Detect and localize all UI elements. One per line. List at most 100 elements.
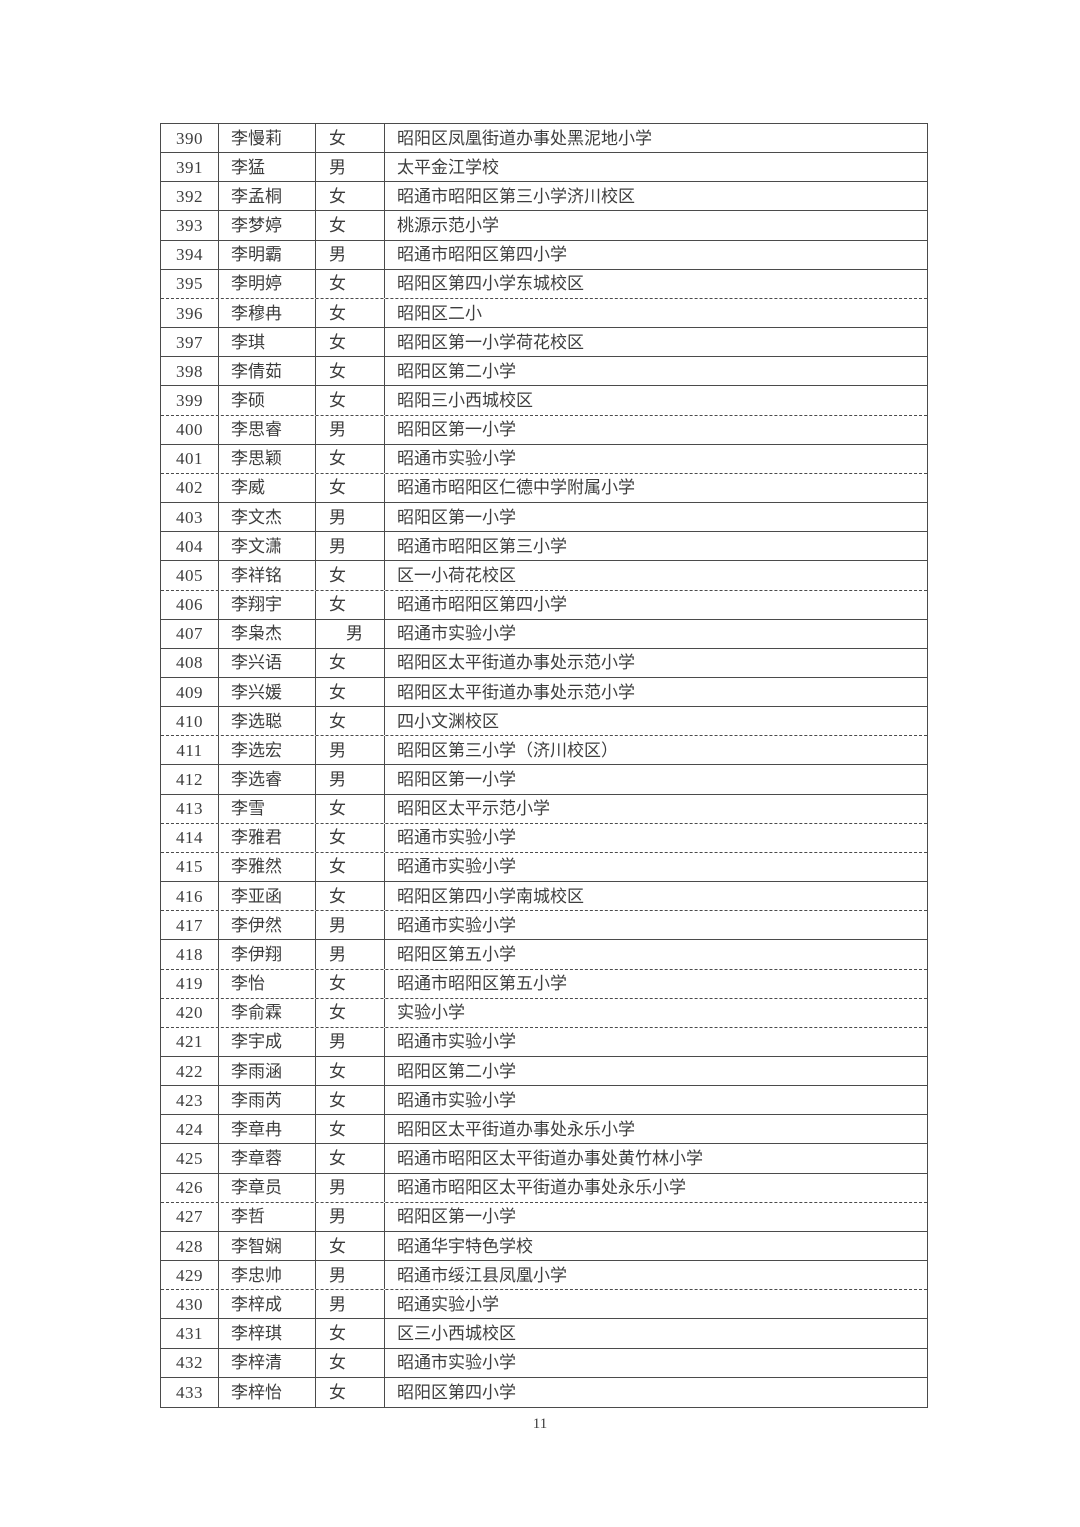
student-name-cell: 李智娴 xyxy=(219,1231,316,1261)
table-row: 390 李慢莉女昭阳区凤凰街道办事处黑泥地小学 xyxy=(161,124,927,154)
school-cell: 昭阳区第一小学 xyxy=(397,507,516,527)
school-cell: 昭阳区第四小学 xyxy=(397,1382,516,1402)
row-index-cell: 408 xyxy=(161,648,219,677)
gender-cell: 女 xyxy=(316,1377,385,1407)
row-index-cell: 394 xyxy=(161,240,219,269)
school-cell: 区三小西城校区 xyxy=(397,1323,516,1343)
student-name-cell: 李枭杰 xyxy=(219,619,316,648)
gender-cell: 男 xyxy=(316,1261,385,1290)
student-name-cell: 李祥铭 xyxy=(219,561,316,590)
gender-cell: 男 xyxy=(316,736,385,765)
school-cell: 昭阳区太平街道办事处示范小学 xyxy=(397,653,635,673)
table-row: 413 李雪女昭阳区太平示范小学 xyxy=(161,794,927,824)
student-name-cell: 李思睿 xyxy=(219,415,316,444)
school-cell: 昭通市昭阳区太平街道办事处黄竹林小学 xyxy=(397,1149,703,1169)
table-row: 414 李雅君女昭通市实验小学 xyxy=(161,823,927,853)
student-name-cell: 李兴语 xyxy=(219,648,316,677)
row-index-cell: 430 xyxy=(161,1290,219,1319)
student-name-cell: 李威 xyxy=(219,473,316,503)
row-index-cell: 418 xyxy=(161,940,219,969)
school-cell: 昭通市昭阳区第四小学 xyxy=(397,245,567,265)
school-cell: 桃源示范小学 xyxy=(397,216,499,236)
school-cell: 昭阳区第一小学 xyxy=(397,1207,516,1227)
row-index-cell: 419 xyxy=(161,969,219,998)
school-cell: 昭通市昭阳区第三小学 xyxy=(397,536,567,556)
gender-cell: 女 xyxy=(316,1231,385,1261)
school-cell: 昭通实验小学 xyxy=(397,1294,499,1314)
student-name-cell: 李梦婷 xyxy=(219,211,316,240)
student-name-cell: 李慢莉 xyxy=(219,124,316,153)
student-name-cell: 李梓清 xyxy=(219,1348,316,1377)
row-index-cell: 411 xyxy=(161,736,219,765)
school-cell: 实验小学 xyxy=(397,1003,465,1023)
student-name-cell: 李雅然 xyxy=(219,852,316,882)
row-index-cell: 422 xyxy=(161,1057,219,1086)
row-index-cell: 413 xyxy=(161,794,219,823)
table-row: 391 李猛男太平金江学校 xyxy=(161,153,927,183)
row-index-cell: 425 xyxy=(161,1144,219,1173)
row-index-cell: 404 xyxy=(161,532,219,561)
student-name-cell: 李猛 xyxy=(219,153,316,182)
gender-cell: 男 xyxy=(316,940,385,969)
row-index-cell: 410 xyxy=(161,707,219,736)
school-cell: 昭阳区第一小学荷花校区 xyxy=(397,332,584,352)
school-cell: 昭通市昭阳区仁德中学附属小学 xyxy=(397,478,635,498)
student-name-cell: 李翔宇 xyxy=(219,590,316,619)
table-row: 420 李俞霖女实验小学 xyxy=(161,998,927,1028)
table-row: 415 李雅然女昭通市实验小学 xyxy=(161,852,927,883)
school-cell: 昭通华宇特色学校 xyxy=(397,1236,533,1256)
table-row: 400 李思睿男昭阳区第一小学 xyxy=(161,415,927,445)
row-index-cell: 399 xyxy=(161,386,219,415)
gender-cell: 女 xyxy=(316,1144,385,1173)
gender-cell: 男 xyxy=(316,1290,385,1319)
row-index-cell: 426 xyxy=(161,1173,219,1202)
gender-cell: 女 xyxy=(316,648,385,677)
gender-cell: 女 xyxy=(316,473,385,503)
row-index-cell: 428 xyxy=(161,1231,219,1261)
table-row: 421 李宇成男昭通市实验小学 xyxy=(161,1027,927,1057)
table-row: 397 李琪女昭阳区第一小学荷花校区 xyxy=(161,328,927,358)
student-name-cell: 李章冉 xyxy=(219,1115,316,1144)
gender-cell: 女 xyxy=(316,328,385,357)
table-row: 433 李梓怡女昭阳区第四小学 xyxy=(161,1377,927,1407)
school-cell: 昭通市昭阳区第四小学 xyxy=(397,595,567,615)
school-cell: 昭阳区第一小学 xyxy=(397,770,516,790)
row-index-cell: 395 xyxy=(161,269,219,298)
school-cell: 昭通市昭阳区第三小学济川校区 xyxy=(397,186,635,206)
school-cell: 昭阳区太平街道办事处永乐小学 xyxy=(397,1119,635,1139)
gender-cell: 女 xyxy=(316,182,385,211)
row-index-cell: 416 xyxy=(161,882,219,911)
gender-cell: 男 xyxy=(316,619,385,648)
table-row: 403 李文杰男昭阳区第一小学 xyxy=(161,503,927,533)
row-index-cell: 421 xyxy=(161,1027,219,1056)
row-index-cell: 417 xyxy=(161,911,219,940)
row-index-cell: 392 xyxy=(161,182,219,211)
table-row: 412 李选睿男昭阳区第一小学 xyxy=(161,765,927,795)
student-name-cell: 李雪 xyxy=(219,794,316,823)
table-row: 417 李伊然男昭通市实验小学 xyxy=(161,911,927,941)
school-cell: 昭阳区凤凰街道办事处黑泥地小学 xyxy=(397,128,652,148)
gender-cell: 男 xyxy=(316,532,385,561)
table-row: 418 李伊翔男昭阳区第五小学 xyxy=(161,940,927,970)
gender-cell: 女 xyxy=(316,823,385,852)
student-name-cell: 李忠帅 xyxy=(219,1261,316,1290)
row-index-cell: 409 xyxy=(161,677,219,707)
gender-cell: 女 xyxy=(316,561,385,590)
school-cell: 昭阳三小西城校区 xyxy=(397,390,533,410)
student-name-cell: 李伊翔 xyxy=(219,940,316,969)
gender-cell: 女 xyxy=(316,707,385,736)
gender-cell: 女 xyxy=(316,298,385,328)
table-row: 408 李兴语女昭阳区太平街道办事处示范小学 xyxy=(161,648,927,678)
table-row: 399 李硕女昭阳三小西城校区 xyxy=(161,386,927,416)
gender-cell: 女 xyxy=(316,998,385,1027)
table-row: 405 李祥铭女区一小荷花校区 xyxy=(161,561,927,591)
gender-cell: 女 xyxy=(316,1057,385,1086)
row-index-cell: 424 xyxy=(161,1115,219,1144)
row-index-cell: 406 xyxy=(161,590,219,619)
student-name-cell: 李明婷 xyxy=(219,269,316,298)
school-cell: 昭通市绥江县凤凰小学 xyxy=(397,1265,567,1285)
gender-cell: 男 xyxy=(316,415,385,444)
table-row: 411 李选宏男昭阳区第三小学（济川校区） xyxy=(161,736,927,766)
table-row: 428 李智娴女昭通华宇特色学校 xyxy=(161,1231,927,1262)
